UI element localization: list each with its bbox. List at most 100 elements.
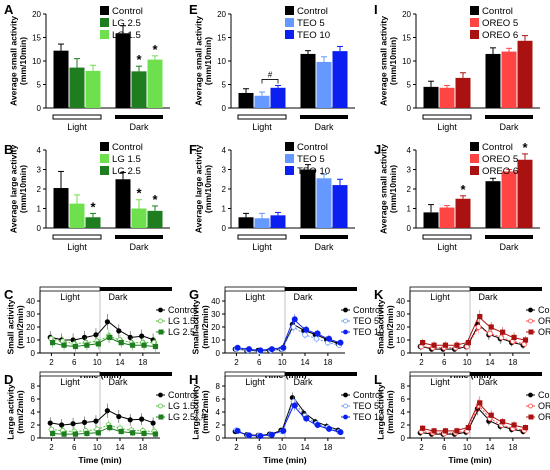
legend-label: Control	[353, 390, 382, 400]
legend-swatch	[100, 154, 109, 163]
x-axis-label: Time (min)	[263, 455, 306, 465]
series-line-0	[51, 410, 155, 426]
data-point	[93, 332, 99, 338]
y-tick-label: 10	[217, 57, 226, 66]
bar-light-0	[238, 92, 254, 108]
data-point	[454, 342, 460, 348]
legend-label: LG 1.5	[112, 154, 141, 165]
y-tick-label: 8	[216, 382, 221, 391]
legend-label: TEO 5	[353, 401, 379, 411]
legend-swatch	[285, 30, 294, 39]
y-axis-label: Average large activity(mm/10min)	[8, 145, 28, 234]
y-axis-label-line: Average small activity	[8, 16, 18, 106]
y-tick-label: 10	[211, 336, 220, 345]
bar-dark-2	[517, 40, 533, 108]
legend-swatch	[100, 30, 109, 39]
significance-star: *	[460, 182, 466, 197]
y-tick-label: 10	[402, 57, 411, 66]
series-line-1	[51, 335, 155, 345]
data-point	[50, 430, 56, 437]
data-point	[59, 422, 65, 428]
data-point	[61, 431, 67, 437]
data-point	[500, 419, 506, 425]
x-tick-label: 6	[442, 443, 447, 452]
data-point	[268, 431, 275, 438]
x-tick-label: 18	[138, 443, 147, 452]
data-point	[442, 342, 449, 348]
legend-label: TEO 5	[297, 18, 325, 29]
series-line-2	[421, 315, 525, 346]
data-point	[314, 330, 321, 337]
series-line-1	[421, 404, 525, 435]
legend-label: LG 2.5*,#	[168, 412, 206, 422]
data-point	[141, 430, 147, 437]
data-point	[454, 428, 460, 434]
panel-B-letter: B	[4, 142, 13, 157]
y-axis-label-line: Average small activity	[378, 16, 388, 106]
legend-swatch	[285, 6, 294, 15]
data-point	[95, 341, 101, 347]
legend-marker	[343, 414, 348, 420]
data-point	[118, 340, 124, 346]
legend-swatch	[470, 18, 479, 27]
data-point	[488, 412, 494, 418]
legend-label: OREO 5*	[538, 401, 550, 411]
y-tick-label: 1	[222, 205, 227, 214]
y-axis-label-line: (mm/10min)	[388, 165, 398, 213]
x-tick-label: 10	[463, 358, 472, 367]
phase-label-light: Light	[430, 292, 450, 302]
x-tick-label: 10	[278, 443, 287, 452]
legend-label: OREO 5	[538, 316, 550, 326]
y-axis-label-line: Small activity	[190, 299, 200, 354]
legend-label: TEO 10	[353, 412, 384, 422]
y-axis-label-line: Average small activity	[193, 16, 203, 106]
data-point	[104, 408, 110, 414]
y-axis-label: Small activity(mm/2min)	[5, 299, 25, 354]
x-axis-label: Time (min)	[448, 455, 491, 465]
bar-dark-2	[147, 59, 163, 108]
legend-label: LG 2.5	[112, 166, 141, 177]
category-label-dark: Dark	[314, 242, 334, 252]
y-axis-label-line: (mm/2min)	[15, 305, 25, 349]
series-line-1	[236, 326, 340, 353]
data-point	[246, 346, 253, 353]
legend-swatch	[470, 166, 479, 175]
x-tick-label: 14	[301, 358, 310, 367]
y-axis-label: Average small activity(mm/10min)	[378, 144, 398, 234]
data-point	[511, 334, 517, 340]
bar-dark-2	[332, 51, 348, 108]
category-label-light: Light	[252, 242, 272, 252]
light-phase-bar	[39, 371, 101, 377]
y-tick-label: 4	[222, 146, 227, 155]
bar-light-1	[69, 203, 85, 228]
x-tick-label: 18	[323, 358, 332, 367]
x-tick-label: 14	[116, 443, 125, 452]
data-point	[152, 343, 159, 350]
y-tick-label: 1	[37, 205, 42, 214]
panel-D-letter: D	[4, 372, 13, 387]
series-line-2	[421, 402, 525, 432]
x-tick-label: 6	[442, 358, 447, 367]
x-tick-label: 6	[72, 358, 77, 367]
legend-marker	[343, 318, 348, 324]
significance-star: *	[152, 192, 158, 207]
x-tick-label: 18	[508, 358, 517, 367]
data-point	[268, 346, 275, 353]
y-axis-label-line: Small activity	[5, 299, 15, 354]
bar-dark-1	[131, 208, 147, 228]
legend-marker	[528, 307, 533, 313]
legend-label: TEO 5*	[353, 316, 383, 326]
x-tick-label: 2	[49, 443, 54, 452]
legend-label: OREO 6	[482, 30, 518, 41]
light-phase-bar	[409, 286, 471, 292]
legend-marker	[343, 403, 348, 409]
data-point	[107, 334, 113, 340]
legend-swatch	[100, 6, 109, 15]
bar-light-2	[455, 77, 471, 108]
y-tick-label: 2	[407, 185, 412, 194]
data-point	[84, 430, 90, 437]
y-tick-label: 8	[401, 382, 406, 391]
data-point	[488, 324, 494, 330]
category-label-light: Light	[437, 122, 457, 132]
